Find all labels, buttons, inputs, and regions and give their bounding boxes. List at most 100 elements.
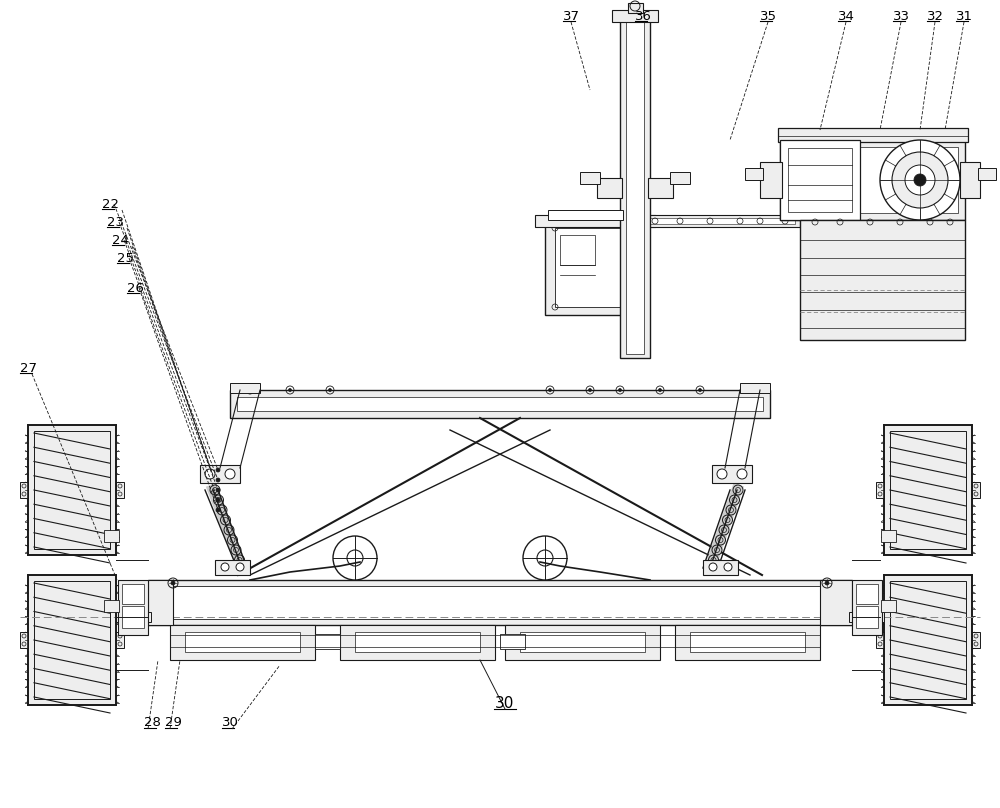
Bar xyxy=(788,148,852,212)
Bar xyxy=(820,580,852,625)
Circle shape xyxy=(717,469,727,479)
Bar xyxy=(745,168,763,180)
Bar xyxy=(20,632,28,648)
Bar xyxy=(640,218,795,224)
Bar xyxy=(852,580,882,635)
Bar xyxy=(122,606,144,628)
Circle shape xyxy=(880,140,960,220)
Bar xyxy=(597,178,622,198)
Circle shape xyxy=(618,389,622,392)
Bar xyxy=(978,168,996,180)
Circle shape xyxy=(333,536,377,580)
Text: 27: 27 xyxy=(20,361,37,374)
Bar xyxy=(340,625,495,660)
Bar xyxy=(118,580,148,635)
Text: 35: 35 xyxy=(760,10,777,23)
Bar xyxy=(230,383,260,393)
Bar xyxy=(960,162,980,198)
Bar xyxy=(635,215,800,227)
Bar xyxy=(237,397,763,411)
Circle shape xyxy=(698,389,702,392)
Text: 31: 31 xyxy=(956,10,973,23)
Bar xyxy=(104,600,119,612)
Bar xyxy=(800,220,965,340)
Bar xyxy=(116,632,124,648)
Text: 33: 33 xyxy=(893,10,910,23)
Text: 22: 22 xyxy=(102,197,119,211)
Circle shape xyxy=(825,581,829,585)
Circle shape xyxy=(236,563,244,571)
Bar xyxy=(881,530,896,542)
Bar xyxy=(215,560,250,575)
Bar xyxy=(787,147,958,213)
Circle shape xyxy=(216,498,220,502)
Bar xyxy=(890,581,966,699)
Bar xyxy=(620,18,650,358)
Bar xyxy=(560,235,595,265)
Circle shape xyxy=(205,469,215,479)
Bar xyxy=(972,632,980,648)
Circle shape xyxy=(709,563,717,571)
Bar xyxy=(849,612,884,622)
Bar xyxy=(780,140,860,220)
Bar xyxy=(155,586,845,619)
Bar xyxy=(104,530,119,542)
Circle shape xyxy=(737,469,747,479)
Bar xyxy=(856,584,878,604)
Circle shape xyxy=(892,152,948,208)
Bar xyxy=(185,632,300,652)
Circle shape xyxy=(328,389,332,392)
Bar xyxy=(628,3,643,13)
Bar xyxy=(884,575,972,705)
Bar xyxy=(580,172,600,184)
Bar xyxy=(230,390,770,418)
Bar xyxy=(520,632,645,652)
Bar xyxy=(712,465,752,483)
Text: 29: 29 xyxy=(165,717,182,730)
Circle shape xyxy=(914,174,926,186)
Circle shape xyxy=(225,469,235,479)
Bar xyxy=(200,465,240,483)
Bar xyxy=(116,482,124,498)
Bar xyxy=(690,632,805,652)
Text: 23: 23 xyxy=(107,216,124,229)
Text: 36: 36 xyxy=(635,10,652,23)
Circle shape xyxy=(171,581,175,585)
Bar xyxy=(612,10,658,22)
Bar xyxy=(740,383,770,393)
Circle shape xyxy=(588,389,592,392)
Circle shape xyxy=(724,563,732,571)
Circle shape xyxy=(905,165,935,195)
Bar xyxy=(890,431,966,549)
Bar xyxy=(170,625,315,660)
Bar xyxy=(505,625,660,660)
Bar xyxy=(760,162,782,198)
Bar xyxy=(500,634,525,649)
Text: 25: 25 xyxy=(117,251,134,264)
Circle shape xyxy=(216,468,220,472)
Text: 30: 30 xyxy=(495,696,515,710)
Text: 32: 32 xyxy=(927,10,944,23)
Bar xyxy=(648,178,673,198)
Circle shape xyxy=(537,550,553,566)
Bar xyxy=(884,425,972,555)
Bar xyxy=(881,600,896,612)
Text: 30: 30 xyxy=(222,717,239,730)
Circle shape xyxy=(216,508,220,512)
Circle shape xyxy=(216,488,220,492)
Bar xyxy=(34,581,110,699)
Bar xyxy=(28,575,116,705)
Text: 34: 34 xyxy=(838,10,855,23)
Bar xyxy=(670,172,690,184)
Text: 28: 28 xyxy=(144,717,161,730)
Bar xyxy=(972,482,980,498)
Bar xyxy=(703,560,738,575)
Circle shape xyxy=(523,536,567,580)
Bar xyxy=(122,584,144,604)
Bar xyxy=(28,425,116,555)
Text: 26: 26 xyxy=(127,281,144,294)
Bar xyxy=(778,128,968,142)
Bar xyxy=(34,431,110,549)
Bar xyxy=(545,220,645,315)
Bar xyxy=(315,634,340,649)
